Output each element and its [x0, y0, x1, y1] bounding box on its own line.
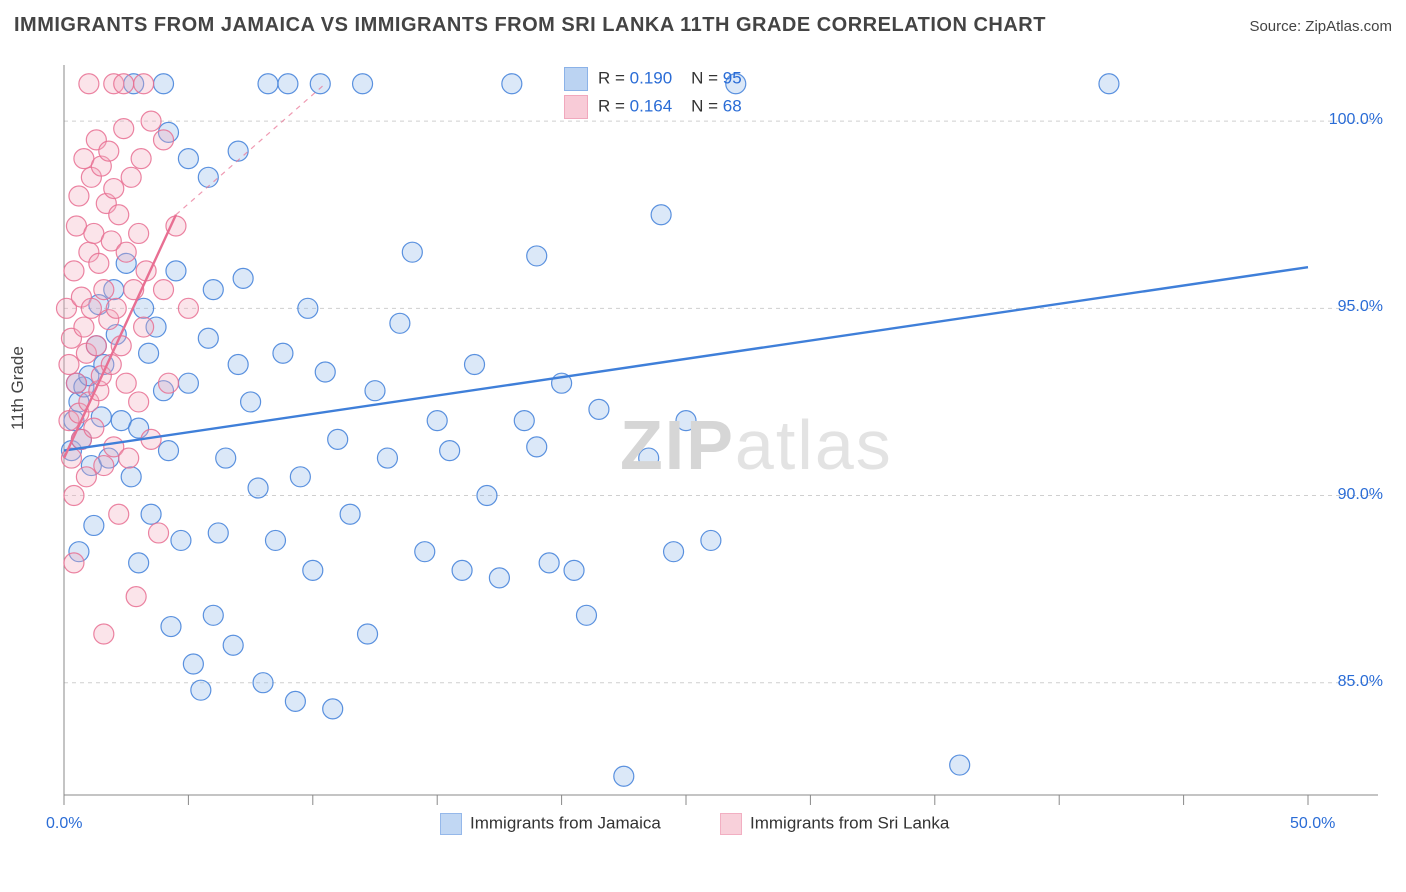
- legend-swatch-srilanka: Immigrants from Sri Lanka: [720, 813, 949, 835]
- y-tick: 90.0%: [1313, 486, 1383, 504]
- y-axis-label: 11th Grade: [8, 346, 28, 430]
- y-tick: 85.0%: [1313, 673, 1383, 691]
- legend-swatch-jamaica: Immigrants from Jamaica: [440, 813, 661, 835]
- legend-row-jamaica: R = 0.190 N = 95: [558, 65, 748, 93]
- chart-title: IMMIGRANTS FROM JAMAICA VS IMMIGRANTS FR…: [14, 14, 1046, 37]
- plot-svg: [50, 55, 1390, 815]
- x-tick: 0.0%: [46, 815, 82, 833]
- x-tick: 50.0%: [1290, 815, 1335, 833]
- legend-row-srilanka: R = 0.164 N = 68: [558, 93, 748, 121]
- y-tick: 95.0%: [1313, 298, 1383, 316]
- source-label: Source: ZipAtlas.com: [1249, 18, 1392, 35]
- y-tick: 100.0%: [1313, 111, 1383, 129]
- scatter-chart: ZIPatlas R = 0.190 N = 95R = 0.164 N = 6…: [50, 55, 1390, 815]
